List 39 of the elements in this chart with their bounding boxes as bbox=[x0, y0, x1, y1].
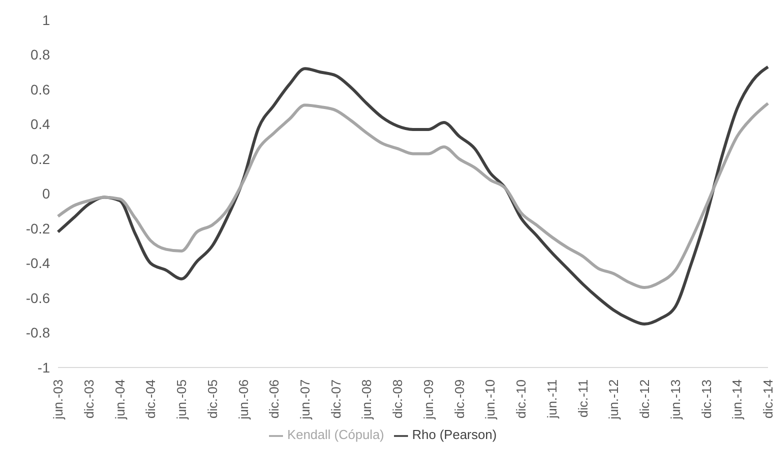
x-tick-label: dic.-11 bbox=[575, 379, 590, 418]
x-tick-label: dic.-10 bbox=[514, 379, 529, 418]
x-tick-label: jun.-08 bbox=[359, 379, 374, 420]
x-tick-label: jun.-09 bbox=[420, 379, 436, 420]
y-tick-label: 1 bbox=[42, 12, 50, 28]
y-tick-label: -1 bbox=[38, 359, 50, 376]
legend-label: Rho (Pearson) bbox=[412, 427, 497, 442]
x-tick-label: jun.-12 bbox=[606, 379, 622, 420]
y-tick-label: -0.6 bbox=[26, 290, 50, 306]
line-series bbox=[56, 65, 770, 326]
x-tick-label: jun.-05 bbox=[174, 379, 190, 420]
y-tick-label: 0.8 bbox=[30, 46, 50, 63]
x-tick-label: jun.-10 bbox=[482, 379, 498, 420]
x-tick-label: dic.-08 bbox=[390, 379, 406, 418]
x-tick-label: jun.-11 bbox=[544, 379, 560, 420]
x-tick-label: jun.-03 bbox=[50, 379, 66, 420]
legend-label: Kendall (Cópula) bbox=[287, 427, 384, 442]
x-tick-label: dic.-03 bbox=[81, 379, 96, 418]
x-tick-label: jun.-07 bbox=[298, 379, 313, 420]
y-tick-label: 0.4 bbox=[30, 116, 50, 132]
x-tick-label: dic.-04 bbox=[143, 379, 158, 418]
y-tick-label: -0.4 bbox=[26, 255, 50, 272]
x-tick-label: jun.-04 bbox=[112, 379, 128, 420]
x-tick-label: dic.-05 bbox=[204, 379, 220, 418]
y-tick-label: -0.2 bbox=[26, 220, 50, 236]
y-tick-label: -0.8 bbox=[26, 324, 50, 341]
x-tick-label: jun.-13 bbox=[668, 379, 683, 420]
x-tick-label: dic.-07 bbox=[328, 379, 344, 418]
y-tick-label: 0.6 bbox=[30, 81, 50, 98]
line-series bbox=[56, 102, 770, 290]
y-tick-label: 0.2 bbox=[30, 150, 50, 167]
x-tick-label: dic.-14 bbox=[760, 379, 776, 418]
x-tick-label: jun.-14 bbox=[730, 379, 745, 420]
y-tick-label: 0 bbox=[42, 186, 50, 202]
x-tick-label: dic.-06 bbox=[266, 379, 282, 418]
x-tick-label: dic.-09 bbox=[452, 379, 467, 418]
x-tick-label: dic.-13 bbox=[698, 379, 714, 418]
x-tick-label: jun.-06 bbox=[236, 379, 251, 420]
x-tick-label: dic.-12 bbox=[637, 379, 652, 418]
